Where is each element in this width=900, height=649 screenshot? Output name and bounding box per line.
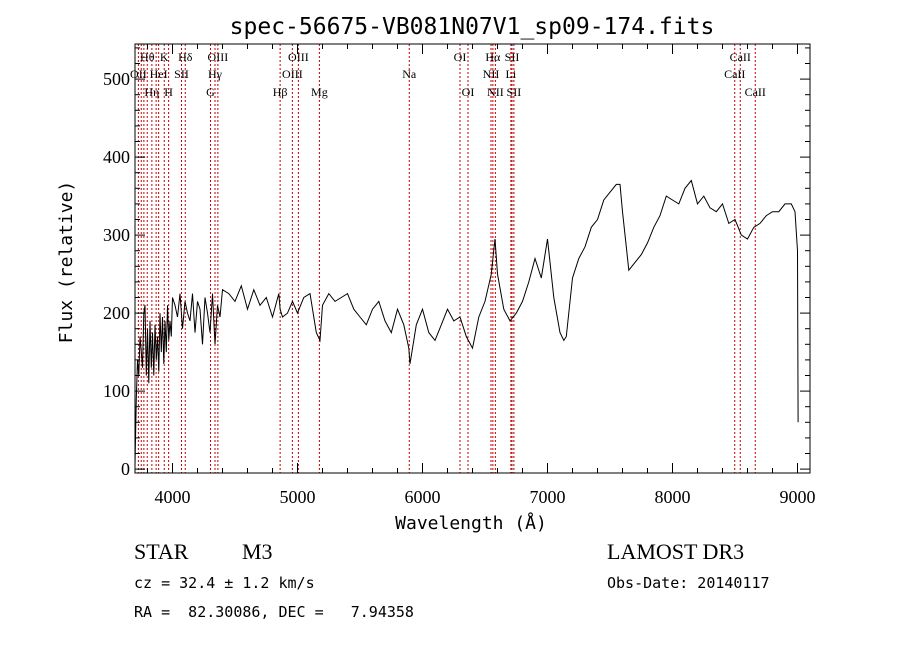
spectrum-series-line <box>134 179 799 466</box>
line-marker-label: OII <box>130 67 147 81</box>
line-marker-label: Hη <box>144 85 159 99</box>
line-marker-label: Hβ <box>273 85 288 99</box>
line-marker-label: Hγ <box>208 67 223 81</box>
line-marker-label: SII <box>174 67 189 81</box>
line-marker-label: K <box>160 50 169 64</box>
line-marker-label: H <box>164 85 173 99</box>
line-marker-label: OI <box>462 85 475 99</box>
line-marker-label: HeI <box>150 67 168 81</box>
x-tick-label: 4000 <box>155 487 191 507</box>
y-tick-label: 200 <box>103 303 130 323</box>
object-subclass: M3 <box>242 539 273 564</box>
line-marker-label: SII <box>507 85 522 99</box>
line-marker-label: NII <box>487 85 504 99</box>
x-tick-label: 8000 <box>655 487 691 507</box>
y-tick-label: 300 <box>103 225 130 245</box>
object-class: STAR <box>134 539 189 564</box>
coordinates: RA = 82.30086, DEC = 7.94358 <box>134 603 414 621</box>
axis-ticks: 4000 5000 6000 7000 8000 9000 0 100 200 300 400 500 <box>103 44 816 507</box>
y-tick-label: 500 <box>103 69 130 89</box>
chart-title: spec-56675-VB081N07V1_sp09-174.fits <box>230 14 715 40</box>
line-marker-label: OI <box>454 50 467 64</box>
x-tick-label: 6000 <box>405 487 441 507</box>
y-tick-label: 100 <box>103 381 130 401</box>
line-marker-label: G <box>206 85 215 99</box>
y-tick-label: 400 <box>103 147 130 167</box>
line-markers <box>137 44 756 473</box>
x-tick-label: 7000 <box>530 487 566 507</box>
line-marker-label: Hα <box>485 50 501 64</box>
x-tick-label: 9000 <box>780 487 816 507</box>
line-marker-label: CaII <box>745 85 766 99</box>
line-marker-label: CaII <box>730 50 751 64</box>
redshift-readout: cz = 32.4 ± 1.2 km/s <box>134 574 315 592</box>
line-marker-label: CaII <box>724 67 745 81</box>
y-axis-label: Flux (relative) <box>56 181 77 344</box>
line-marker-label: NII <box>483 67 500 81</box>
line-marker-label: OIII <box>288 50 309 64</box>
x-tick-label: 5000 <box>280 487 316 507</box>
line-marker-label: OIII <box>282 67 303 81</box>
plot-frame <box>134 43 811 474</box>
line-marker-label: Li <box>506 67 517 81</box>
line-marker-label: Mg <box>311 85 328 99</box>
y-tick-label: 0 <box>121 459 130 479</box>
line-marker-labels: OIIHθHηHeIKHSIIHδGHγOIIIHβOIIIOIIIMgNaOI… <box>130 50 766 99</box>
line-marker-label: Na <box>402 67 417 81</box>
x-axis-label: Wavelength (Å) <box>395 512 547 534</box>
line-marker-label: Hδ <box>178 50 193 64</box>
obs-date: Obs-Date: 20140117 <box>607 574 770 592</box>
survey-name: LAMOST DR3 <box>607 539 745 564</box>
line-marker-label: SII <box>505 50 520 64</box>
line-marker-label: OIII <box>208 50 229 64</box>
line-marker-label: Hθ <box>140 50 155 64</box>
